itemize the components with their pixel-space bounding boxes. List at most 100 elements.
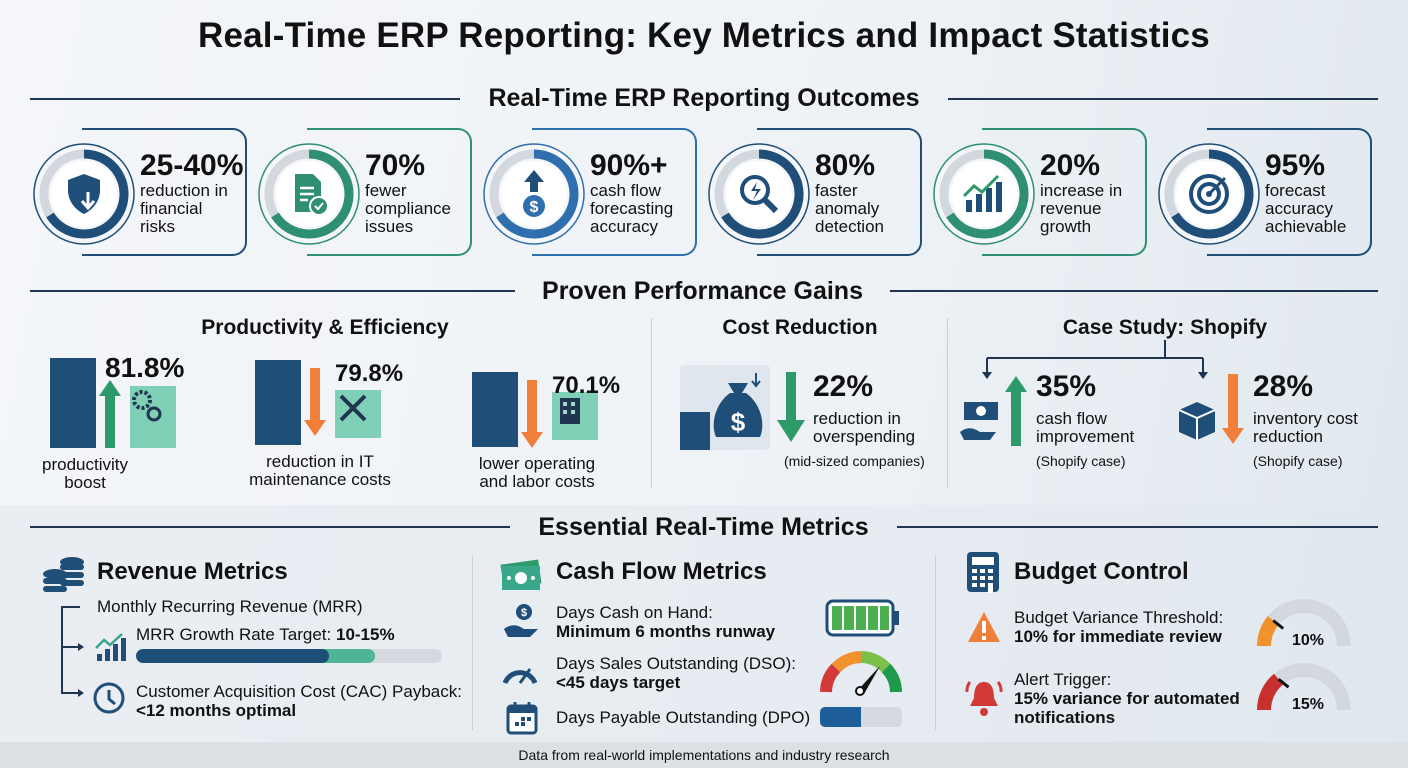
coins-icon	[43, 557, 84, 592]
case-label: cash flow improvement	[1036, 410, 1134, 446]
divider	[30, 290, 515, 292]
outcome-stat: 70%	[365, 149, 426, 182]
case-heading: Case Study: Shopify	[1062, 316, 1268, 339]
dpo-label: Days Payable Outstanding (DPO)	[556, 708, 811, 727]
case-label-line: reduction	[1253, 427, 1323, 446]
card-frame	[82, 128, 247, 256]
outcome-card: 80% faster anomaly detection	[707, 128, 927, 256]
card-frame	[1207, 128, 1372, 256]
icon-box	[552, 392, 598, 440]
outcome-label: fewer	[365, 181, 407, 200]
alert-value: 15% variance for automated	[1014, 689, 1240, 708]
case-note: (Shopify case)	[1253, 453, 1343, 469]
divider	[947, 318, 948, 488]
variance: Budget Variance Threshold: 10% for immedi…	[1014, 608, 1223, 646]
days-cash-value: Minimum 6 months runway	[556, 622, 776, 641]
outcome-label: faster	[815, 181, 858, 200]
productivity-value: 70.1%	[552, 372, 621, 399]
outcome-label: compliance	[365, 199, 451, 218]
dso-value: <45 days target	[556, 673, 681, 692]
svg-text:$: $	[521, 607, 527, 619]
mrr-growth-value: 10-15%	[335, 625, 395, 644]
battery-icon	[825, 599, 899, 637]
calendar-icon	[506, 702, 538, 735]
cash-hand-icon	[960, 402, 998, 440]
outcome-label: issues	[365, 217, 414, 236]
variance-label: Budget Variance Threshold:	[1014, 608, 1224, 627]
down-arrow-icon	[777, 372, 805, 442]
magnifier-icon	[740, 175, 779, 214]
case-value: 35%	[1036, 370, 1097, 403]
outcome-stat: 90%+	[590, 149, 668, 182]
outcome-card: 70% fewer compliance issues	[257, 128, 477, 256]
cashflow-heading: Cash Flow Metrics	[556, 558, 767, 585]
up-arrow-icon	[99, 380, 121, 448]
outcome-stat: 20%	[1040, 149, 1101, 182]
alert-label: Alert Trigger:	[1014, 670, 1112, 689]
budget-gauge: 15%	[1252, 662, 1362, 722]
gauge-arc	[1257, 599, 1351, 647]
metrics-heading: Essential Real-Time Metrics	[538, 513, 869, 541]
cost-heading: Cost Reduction	[722, 316, 878, 339]
budget-gauge: 10%	[1252, 598, 1362, 658]
case-item: 35% cash flow improvement (Shopify case)	[958, 370, 1168, 480]
days-cash-label: Days Cash on Hand:	[556, 603, 713, 622]
divider	[30, 526, 510, 528]
outcome-card: 95% forecast accuracy achievable	[1157, 128, 1377, 256]
wrench-icon	[339, 394, 367, 422]
card-frame	[982, 128, 1147, 256]
footer-source: Data from real-world implementations and…	[0, 742, 1408, 768]
up-arrow-icon	[1005, 376, 1027, 446]
bar	[472, 372, 518, 447]
speedometer-icon	[502, 668, 538, 685]
cost-note: (mid-sized companies)	[784, 453, 925, 469]
gauge-value: 10%	[1292, 632, 1325, 649]
outcome-label: achievable	[1265, 217, 1347, 236]
case-item: 28% inventory cost reduction (Shopify cas…	[1175, 370, 1385, 480]
cost-panel: $	[680, 365, 770, 450]
variance-value: 10% for immediate review	[1014, 627, 1222, 646]
mrr-growth-label: MRR Growth Rate Target:	[136, 625, 336, 644]
divider	[30, 98, 460, 100]
cost-label-line: overspending	[813, 427, 916, 446]
outcome-label: growth	[1040, 217, 1092, 236]
case-value: 28%	[1253, 370, 1314, 403]
mrr-growth: MRR Growth Rate Target: 10-15%	[136, 625, 395, 644]
alert-value-cont: notifications	[1014, 708, 1116, 727]
progress-ring	[708, 143, 810, 245]
cash-hand-icon: $	[504, 604, 538, 637]
outcome-label: cash flow	[590, 181, 661, 200]
productivity-label-line: productivity	[42, 455, 128, 474]
outcome-text: 70% fewer compliance issues	[365, 150, 451, 236]
warning-icon	[968, 612, 1000, 642]
productivity-label: lower operating and labor costs	[452, 455, 622, 491]
mrr-label: Monthly Recurring Revenue (MRR)	[97, 597, 363, 616]
progress-ring	[33, 143, 135, 245]
alarm-bell-icon	[965, 681, 1003, 716]
icon-box	[130, 386, 176, 448]
progress-ring	[258, 143, 360, 245]
outcome-text: 20% increase in revenue growth	[1040, 150, 1122, 236]
outcome-text: 25-40% reduction in financial risks	[140, 150, 243, 236]
divider	[890, 290, 1378, 292]
box-icon	[1178, 402, 1216, 440]
divider	[935, 555, 936, 730]
outcome-label: accuracy	[1265, 199, 1334, 218]
bar	[50, 358, 96, 448]
alert: Alert Trigger: 15% variance for automated…	[1014, 670, 1240, 727]
outcome-label: accuracy	[590, 217, 659, 236]
divider	[472, 555, 473, 730]
down-arrow-icon	[304, 368, 326, 436]
banknote-icon	[500, 559, 542, 590]
down-arrow-icon	[1222, 374, 1244, 444]
building-icon	[560, 398, 580, 424]
productivity-label-line: and labor costs	[479, 472, 595, 491]
growth-chart-icon	[962, 174, 1002, 212]
outcome-stat: 25-40%	[140, 149, 244, 182]
case-label-line: cash flow	[1036, 409, 1107, 428]
productivity-label: reduction in IT maintenance costs	[235, 453, 405, 489]
mrr-progress-bar	[136, 649, 442, 663]
down-arrow-icon	[521, 380, 543, 448]
dpo-fill	[820, 707, 861, 727]
outcome-label: forecasting	[590, 199, 674, 218]
